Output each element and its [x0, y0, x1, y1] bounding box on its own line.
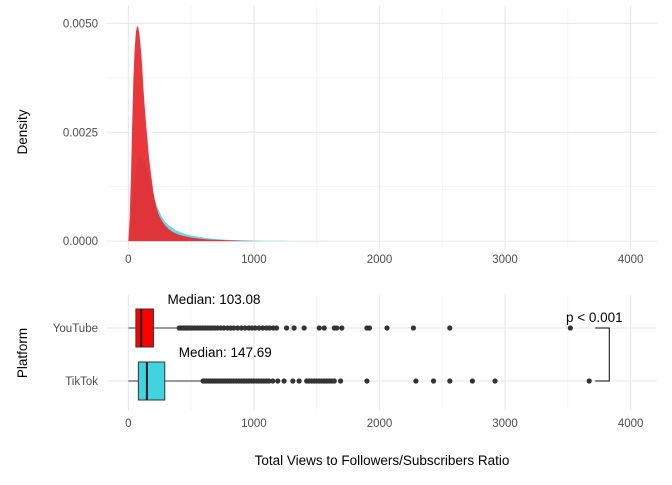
- box-youtube: [135, 308, 154, 348]
- outlier-point-youtube: [321, 325, 327, 331]
- density-x-tick-label: 1000: [241, 254, 267, 266]
- significance-bracket: [595, 327, 610, 382]
- outlier-point-youtube: [256, 325, 262, 331]
- density-x-tick-label: 4000: [618, 254, 644, 266]
- outlier-point-tiktok: [430, 378, 437, 384]
- outlier-point-youtube: [334, 325, 340, 331]
- outlier-point-tiktok: [275, 378, 281, 384]
- density-area-youtube: [128, 25, 267, 242]
- box-tiktok: [137, 361, 166, 401]
- significance-annotation: p < 0.001: [566, 310, 623, 382]
- outlier-point-tiktok: [266, 378, 272, 384]
- density-areas: [128, 25, 355, 242]
- boxplot-x-tick-label: 0: [125, 418, 131, 430]
- density-y-ticks: 0.0000 0.0025 0.0050: [63, 18, 98, 248]
- outlier-point-youtube: [283, 325, 290, 331]
- boxplot-y-tick-label: YouTube: [53, 323, 98, 335]
- boxplot-x-tick-label: 1000: [241, 418, 267, 430]
- outlier-point-youtube: [221, 325, 227, 331]
- outlier-point-youtube: [231, 325, 237, 331]
- outlier-point-youtube: [366, 325, 373, 331]
- boxplot-x-tick-label: 3000: [492, 418, 518, 430]
- outlier-point-tiktok: [281, 378, 287, 384]
- density-y-tick-label: 0.0000: [63, 236, 98, 248]
- outlier-point-tiktok: [492, 378, 498, 384]
- boxplot-y-ticks: YouTube TikTok: [53, 323, 98, 388]
- boxplot-x-tick-label: 2000: [367, 418, 393, 430]
- outlier-point-youtube: [273, 325, 280, 331]
- outlier-point-tiktok: [447, 378, 453, 384]
- outlier-point-tiktok: [469, 378, 476, 384]
- outlier-point-tiktok: [270, 378, 276, 384]
- outlier-point-youtube: [252, 325, 258, 331]
- boxplot-panel: Median: 103.08 Median: 147.69 YouTube TikT…: [15, 292, 657, 468]
- boxplot-boxes: Median: 103.08 Median: 147.69: [128, 292, 592, 401]
- boxplot-x-ticks: 0 1000 2000 3000 4000: [125, 418, 643, 430]
- density-gridlines: [107, 6, 657, 249]
- outlier-point-youtube: [234, 325, 241, 331]
- boxplot-plot-area: [107, 295, 657, 410]
- density-x-tick-label: 0: [125, 254, 131, 266]
- outlier-point-tiktok: [413, 378, 419, 384]
- outlier-point-youtube: [316, 325, 322, 331]
- density-x-ticks: 0 1000 2000 3000 4000: [125, 254, 643, 266]
- outlier-point-youtube: [384, 325, 390, 331]
- density-panel: 0.0000 0.0025 0.0050 0 1000 2000 3000 4000 Den…: [15, 6, 657, 266]
- outlier-point-youtube: [339, 325, 345, 331]
- p-value-label: p < 0.001: [566, 310, 623, 325]
- outlier-point-youtube: [267, 325, 273, 331]
- outlier-point-youtube: [567, 325, 573, 331]
- boxplot-y-tick-label: TikTok: [65, 376, 98, 388]
- outlier-point-tiktok: [296, 378, 302, 384]
- outlier-point-youtube: [242, 325, 248, 331]
- density-y-tick-label: 0.0025: [63, 127, 98, 139]
- outlier-point-tiktok: [586, 378, 592, 384]
- density-x-tick-label: 3000: [492, 254, 518, 266]
- density-y-axis-title: Density: [15, 109, 30, 154]
- outlier-point-youtube: [260, 325, 266, 331]
- outlier-point-youtube: [291, 325, 297, 331]
- outlier-point-tiktok: [364, 378, 370, 384]
- outlier-point-youtube: [301, 325, 307, 331]
- outlier-point-tiktok: [290, 378, 296, 384]
- boxplot-x-axis-title: Total Views to Followers/Subscribers Rat…: [255, 453, 510, 468]
- boxplot-x-tick-label: 4000: [618, 418, 644, 430]
- median-label-youtube: Median: 103.08: [167, 292, 260, 307]
- density-x-tick-label: 2000: [367, 254, 393, 266]
- density-y-tick-label: 0.0050: [63, 18, 98, 30]
- density-plot-area: [107, 6, 657, 249]
- outlier-point-tiktok: [331, 378, 337, 384]
- outlier-point-youtube: [238, 325, 244, 331]
- median-label-tiktok: Median: 147.69: [179, 345, 272, 360]
- outlier-point-youtube: [447, 325, 453, 331]
- outlier-point-youtube: [410, 325, 416, 331]
- boxplot-y-axis-title: Platform: [15, 328, 30, 378]
- outlier-point-tiktok: [337, 378, 344, 384]
